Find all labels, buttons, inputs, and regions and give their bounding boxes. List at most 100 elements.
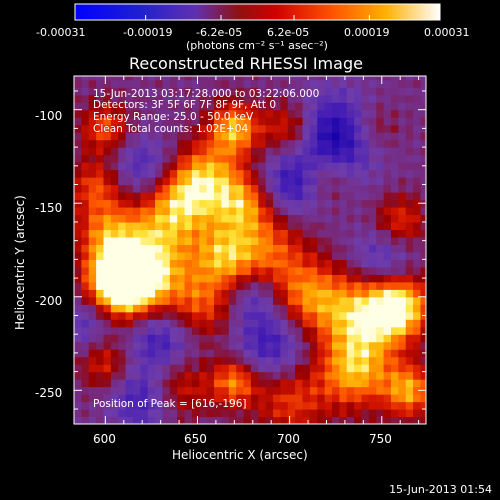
heatmap-cell: [243, 102, 252, 111]
heatmap-cell: [184, 379, 193, 388]
heatmap-cell: [214, 274, 223, 283]
heatmap-cell: [140, 132, 149, 141]
heatmap-cell: [390, 147, 399, 156]
heatmap-cell: [81, 199, 90, 208]
heatmap-cell: [147, 356, 156, 365]
heatmap-cell: [317, 139, 326, 148]
heatmap-cell: [74, 356, 82, 365]
heatmap-cell: [191, 102, 200, 111]
heatmap-cell: [309, 124, 318, 133]
heatmap-cell: [81, 229, 90, 238]
heatmap-cell: [125, 87, 134, 96]
heatmap-cell: [81, 214, 90, 223]
heatmap-cell: [132, 87, 141, 96]
heatmap-cell: [339, 349, 348, 358]
heatmap-cell: [302, 379, 311, 388]
heatmap-cell: [265, 349, 274, 358]
heatmap-cell: [332, 326, 340, 335]
heatmap-cell: [110, 199, 119, 208]
heatmap-cell: [236, 117, 245, 126]
heatmap-cell: [250, 371, 259, 380]
heatmap-cell: [96, 274, 105, 283]
heatmap-cell: [110, 386, 119, 395]
heatmap-cell: [332, 109, 340, 118]
heatmap-cell: [317, 221, 326, 231]
heatmap-cell: [125, 356, 134, 365]
heatmap-cell: [162, 266, 171, 275]
heatmap-cell: [420, 177, 426, 186]
heatmap-cell: [147, 341, 156, 350]
heatmap-cell: [398, 169, 407, 178]
heatmap-cell: [88, 274, 97, 283]
heatmap-cell: [339, 229, 348, 238]
heatmap-cell: [103, 147, 112, 156]
heatmap-cell: [420, 296, 426, 305]
heatmap-cell: [118, 334, 127, 343]
heatmap-cell: [214, 199, 223, 208]
heatmap-cell: [184, 274, 193, 283]
heatmap-cell: [258, 274, 267, 283]
heatmap-cell: [413, 386, 422, 395]
heatmap-cell: [302, 76, 311, 81]
heatmap-cell: [96, 311, 105, 320]
heatmap-cell: [103, 192, 112, 201]
heatmap-cell: [132, 371, 141, 380]
heatmap-cell: [191, 124, 200, 133]
heatmap-cell: [317, 236, 326, 245]
heatmap-cell: [413, 94, 422, 103]
heatmap-cell: [206, 371, 215, 380]
heatmap-cell: [273, 251, 282, 260]
heatmap-cell: [420, 289, 426, 298]
heatmap-cell: [413, 341, 422, 350]
heatmap-cell: [125, 177, 134, 186]
heatmap-cell: [413, 379, 422, 388]
heatmap-cell: [398, 409, 407, 418]
heatmap-cell: [169, 214, 178, 223]
heatmap-cell: [250, 177, 259, 186]
heatmap-cell: [280, 341, 289, 350]
heatmap-cell: [280, 169, 289, 178]
heatmap-cell: [81, 311, 90, 320]
heatmap-cell: [398, 139, 407, 148]
heatmap-cell: [132, 319, 141, 328]
heatmap-cell: [125, 124, 134, 133]
heatmap-cell: [361, 409, 370, 418]
heatmap-cell: [169, 416, 178, 424]
heatmap-cell: [332, 266, 340, 275]
heatmap-cell: [302, 349, 311, 358]
heatmap-cell: [191, 229, 200, 238]
heatmap-cell: [368, 409, 377, 418]
heatmap-cell: [140, 124, 149, 133]
annotation-peak-position: Position of Peak = [616,-196]: [93, 398, 247, 410]
heatmap-cell: [199, 371, 208, 380]
heatmap-cell: [177, 371, 186, 380]
heatmap-cell: [184, 147, 193, 156]
heatmap-cell: [243, 139, 252, 148]
heatmap-cell: [361, 394, 370, 403]
heatmap-cell: [250, 266, 259, 275]
heatmap-cell: [132, 251, 141, 260]
heatmap-cell: [317, 416, 326, 424]
heatmap-cell: [155, 177, 164, 186]
heatmap-cell: [184, 192, 193, 201]
heatmap-cell: [214, 296, 223, 305]
heatmap-cell: [361, 334, 370, 343]
heatmap-cell: [354, 416, 363, 424]
heatmap-cell: [103, 162, 112, 171]
heatmap-cell: [250, 251, 259, 260]
heatmap-cell: [199, 214, 208, 223]
heatmap-cell: [118, 349, 127, 358]
heatmap-cell: [214, 139, 223, 148]
heatmap-cell: [214, 371, 223, 380]
heatmap-cell: [265, 266, 274, 275]
heatmap-cell: [110, 221, 119, 231]
heatmap-cell: [177, 326, 186, 335]
heatmap-cell: [81, 326, 90, 335]
heatmap-cell: [250, 102, 259, 111]
heatmap-cell: [221, 371, 230, 380]
heatmap-cell: [125, 371, 134, 380]
heatmap-cell: [324, 139, 333, 148]
heatmap-cell: [413, 76, 422, 81]
heatmap-cell: [169, 401, 178, 410]
heatmap-cell: [206, 94, 215, 103]
